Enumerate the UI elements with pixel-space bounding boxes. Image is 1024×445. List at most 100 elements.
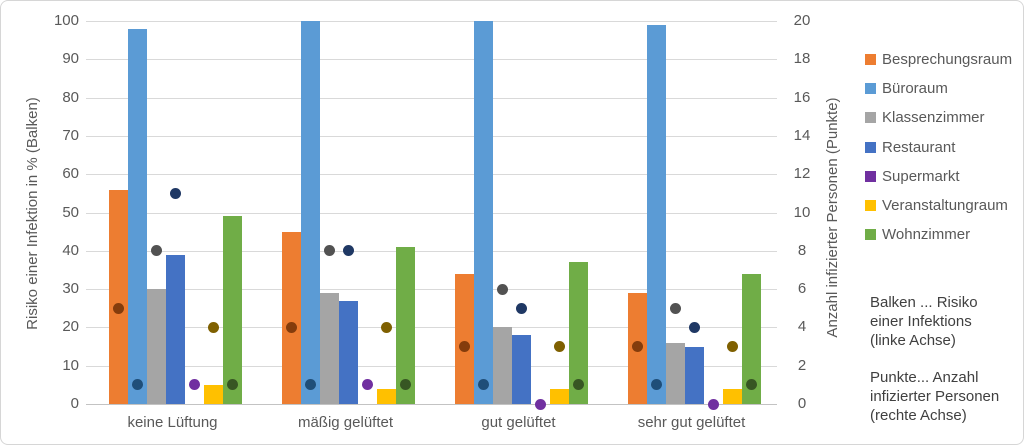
bar-büroraum	[474, 21, 493, 404]
data-point-besprechungsraum	[286, 322, 297, 333]
legend-label: Besprechungsraum	[882, 50, 1013, 68]
bar-klassenzimmer	[320, 293, 339, 404]
y2-axis-tick-label: 8	[797, 242, 807, 259]
legend-item-veranstaltungraum: Veranstaltungraum	[865, 196, 1008, 214]
legend-swatch	[865, 199, 876, 211]
y2-axis-tick-label: 10	[793, 204, 811, 221]
gridline	[86, 327, 777, 328]
bar-klassenzimmer	[147, 289, 166, 404]
y2-axis-tick-label: 14	[793, 127, 811, 144]
y-axis-tick-label: 50	[62, 204, 79, 221]
y2-axis-tick-label: 6	[797, 280, 807, 297]
gridline	[86, 59, 777, 60]
x-category-label: mäßig gelüftet	[297, 414, 394, 431]
data-point-büroraum	[478, 379, 489, 390]
gridline	[86, 289, 777, 290]
data-point-veranstaltungraum	[554, 341, 565, 352]
bar-wohnzimmer	[396, 247, 415, 404]
note-points-explanation: Punkte... Anzahl infizierter Personen (r…	[870, 369, 1000, 424]
data-point-veranstaltungraum	[208, 322, 219, 333]
gridline	[86, 21, 777, 22]
bar-klassenzimmer	[493, 327, 512, 404]
y2-axis-tick-label: 20	[793, 12, 811, 29]
bar-veranstaltungraum	[377, 389, 396, 404]
y-axis-tick-label: 60	[62, 165, 79, 182]
y2-axis-tick-label: 18	[793, 50, 811, 67]
y2-axis-tick-label: 4	[797, 318, 807, 335]
data-point-supermarkt	[708, 399, 719, 410]
bar-restaurant	[512, 335, 531, 404]
right-axis-title: Anzahl infizierter Personen (Punkte)	[824, 97, 841, 338]
data-point-restaurant	[170, 188, 181, 199]
note-bars-explanation: Balken ... Risiko einer Infektions (link…	[870, 294, 978, 349]
data-point-wohnzimmer	[227, 379, 238, 390]
bar-klassenzimmer	[666, 343, 685, 404]
legend-swatch	[865, 82, 876, 94]
legend-item-supermarkt: Supermarkt	[865, 167, 960, 185]
data-point-restaurant	[516, 303, 527, 314]
gridline	[86, 251, 777, 252]
legend-swatch	[865, 170, 876, 182]
data-point-wohnzimmer	[400, 379, 411, 390]
bar-veranstaltungraum	[204, 385, 223, 404]
legend-swatch	[865, 111, 876, 123]
legend-item-besprechungsraum: Besprechungsraum	[865, 50, 1012, 68]
legend-swatch	[865, 228, 876, 240]
y2-axis-tick-label: 12	[793, 165, 811, 182]
legend-item-wohnzimmer: Wohnzimmer	[865, 225, 970, 243]
x-category-label: keine Lüftung	[127, 414, 218, 431]
y-axis-tick-label: 0	[70, 395, 79, 412]
gridline	[86, 213, 777, 214]
bar-restaurant	[166, 255, 185, 404]
y-axis-tick-label: 90	[62, 50, 79, 67]
bar-besprechungsraum	[455, 274, 474, 404]
bar-restaurant	[685, 347, 704, 404]
legend-item-büroraum: Büroraum	[865, 79, 948, 97]
legend-label: Büroraum	[882, 79, 948, 97]
data-point-besprechungsraum	[632, 341, 643, 352]
legend-label: Supermarkt	[882, 167, 960, 185]
bar-büroraum	[301, 21, 320, 404]
legend-swatch	[865, 141, 876, 153]
y-axis-tick-label: 70	[62, 127, 79, 144]
x-category-label: gut gelüftet	[481, 414, 556, 431]
data-point-büroraum	[651, 379, 662, 390]
gridline	[86, 404, 777, 405]
data-point-klassenzimmer	[497, 284, 508, 295]
y2-axis-tick-label: 2	[797, 357, 807, 374]
data-point-büroraum	[132, 379, 143, 390]
bar-besprechungsraum	[282, 232, 301, 404]
x-category-label: sehr gut gelüftet	[637, 414, 746, 431]
gridline	[86, 98, 777, 99]
data-point-supermarkt	[189, 379, 200, 390]
legend-item-klassenzimmer: Klassenzimmer	[865, 108, 985, 126]
bar-büroraum	[128, 29, 147, 404]
bar-restaurant	[339, 301, 358, 404]
bar-besprechungsraum	[109, 190, 128, 404]
gridline	[86, 136, 777, 137]
data-point-wohnzimmer	[573, 379, 584, 390]
y-axis-tick-label: 20	[62, 318, 79, 335]
data-point-supermarkt	[535, 399, 546, 410]
y-axis-tick-label: 100	[53, 12, 79, 29]
bar-veranstaltungraum	[550, 389, 569, 404]
data-point-restaurant	[689, 322, 700, 333]
legend-label: Klassenzimmer	[882, 108, 985, 126]
data-point-besprechungsraum	[459, 341, 470, 352]
bar-büroraum	[647, 25, 666, 404]
gridline	[86, 174, 777, 175]
bar-veranstaltungraum	[723, 389, 742, 404]
y-axis-tick-label: 30	[62, 280, 79, 297]
legend-label: Wohnzimmer	[882, 225, 971, 243]
bar-wohnzimmer	[569, 262, 588, 404]
data-point-büroraum	[305, 379, 316, 390]
legend-label: Restaurant	[882, 138, 956, 156]
data-point-supermarkt	[362, 379, 373, 390]
legend-swatch	[865, 53, 876, 65]
data-point-wohnzimmer	[746, 379, 757, 390]
data-point-veranstaltungraum	[381, 322, 392, 333]
bar-wohnzimmer	[742, 274, 761, 404]
legend-label: Veranstaltungraum	[882, 196, 1008, 214]
legend-item-restaurant: Restaurant	[865, 138, 955, 156]
